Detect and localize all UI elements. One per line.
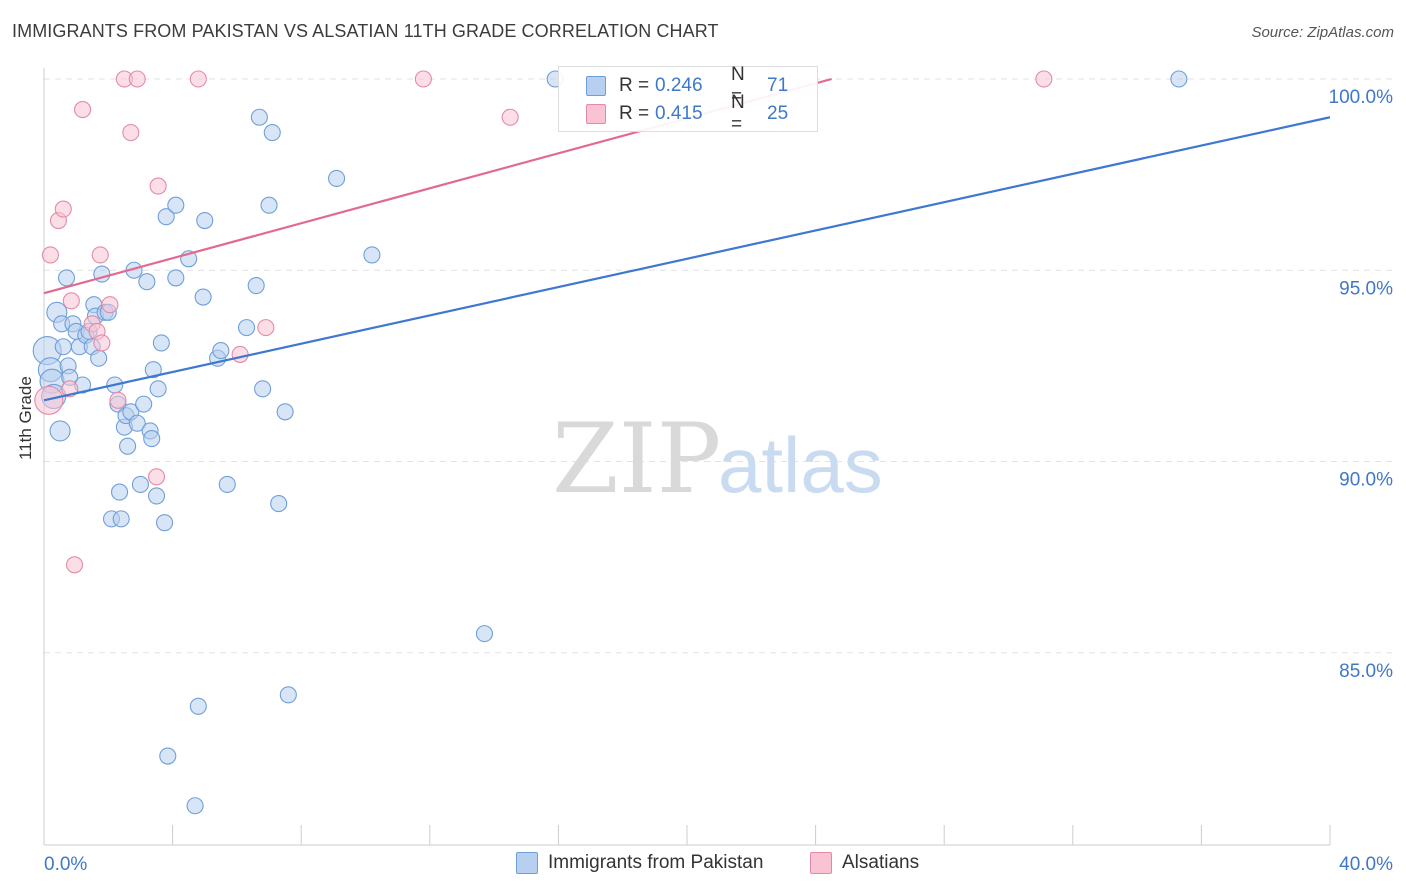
alsatians-point [101,296,119,314]
pakistan-point [1170,70,1188,88]
pakistan-point [54,338,72,356]
correlation-legend: R = 0.246 N = 71 R = 0.415 N = 25 [558,64,818,135]
pakistan-point [279,686,297,704]
legend-r-value-alsatians: 0.415 [655,103,703,124]
alsatians-point [1035,70,1053,88]
y-tick-label: 90.0% [1339,470,1393,491]
alsatians-point [128,70,146,88]
pakistan-point [119,437,137,455]
pakistan-point [475,625,494,643]
y-tick-label: 85.0% [1339,661,1393,682]
pakistan-point [144,361,162,379]
pakistan-point [167,196,185,214]
pakistan-point [157,208,175,226]
pakistan-point [237,319,256,337]
pakistan-point [196,211,214,230]
pakistan-point [135,395,153,413]
pakistan-point [194,288,212,306]
bottom-legend-swatch-pakistan [516,852,538,874]
alsatians-point [74,101,92,119]
pakistan-point [254,380,272,398]
legend-r-value-pakistan: 0.246 [655,75,703,96]
alsatians-point [109,391,127,409]
watermark-zip: ZIP [552,403,721,515]
legend-swatch-pakistan [586,76,606,96]
source-label: Source: ZipAtlas.com [1251,24,1394,41]
bottom-legend-alsatians[interactable]: Alsatians [810,852,919,874]
legend-n-value-pakistan: 71 [767,75,789,96]
legend-n-label: N = [731,92,745,135]
alsatians-point [93,334,111,352]
alsatians-point [91,246,109,264]
trend-line-pakistan [43,116,1331,402]
pakistan-point [156,514,174,532]
alsatians-point [149,177,167,195]
pakistan-point [143,429,161,448]
bottom-legend-label-pakistan: Immigrants from Pakistan [548,852,764,873]
pakistan-point [186,797,204,815]
pakistan-point [247,276,265,295]
grid-lines [44,78,1396,654]
alsatians-point [501,108,519,126]
watermark-atlas: atlas [718,421,883,509]
pakistan-point [57,269,76,287]
pakistan-point [270,495,288,513]
tick-labels: 85.0% 90.0% 95.0% 100.0% 0.0% 40.0% [44,87,1393,875]
pakistan-point [363,246,381,264]
pakistan-point [328,169,346,187]
bottom-legend-swatch-alsatians [810,852,832,874]
legend-swatch-alsatians [586,104,606,124]
alsatians-point [189,70,207,88]
pakistan-point [263,124,281,142]
pakistan-point [167,269,185,287]
pakistan-point [112,510,130,528]
x-tick-label-max: 40.0% [1339,854,1393,875]
alsatians-point [231,345,249,363]
pakistan-point [90,349,108,367]
pakistan-point [276,403,294,421]
x-tick-label-min: 0.0% [44,854,87,875]
alsatians-point [62,292,80,310]
y-tick-label: 100.0% [1329,87,1394,108]
legend-r-label: R = [619,103,650,124]
pakistan-point [111,483,129,501]
pakistan-point [218,475,236,494]
chart-title: IMMIGRANTS FROM PAKISTAN VS ALSATIAN 11T… [12,21,719,41]
pakistan-point [152,334,170,352]
pakistan-point [149,380,167,398]
bottom-legend-label-alsatians: Alsatians [842,852,920,873]
alsatians-point [414,70,432,88]
pakistan-point [49,420,71,442]
bottom-legend-pakistan[interactable]: Immigrants from Pakistan [516,852,763,874]
alsatians-point [41,246,59,264]
pakistan-point [250,108,268,126]
y-tick-label: 95.0% [1339,278,1393,299]
series-alsatians-points [34,70,1053,574]
pakistan-point [260,196,278,214]
alsatians-point [257,319,275,337]
legend-r-label: R = [619,75,650,96]
alsatians-point [65,556,84,574]
pakistan-point [138,273,156,291]
pakistan-point [131,475,149,494]
axes [43,68,1331,846]
alsatians-point [122,124,140,142]
series-pakistan-points [32,70,1188,815]
pakistan-point [147,487,166,505]
alsatians-point [54,200,72,218]
watermark: ZIP atlas [552,403,883,515]
legend-n-label: N = [731,64,745,107]
pakistan-point [159,747,177,765]
pakistan-point [189,697,207,715]
pakistan-point [212,342,230,360]
y-axis-label: 11th Grade [16,376,35,460]
alsatians-point [147,468,166,486]
pakistan-point [128,414,146,432]
legend-n-value-alsatians: 25 [767,103,789,124]
